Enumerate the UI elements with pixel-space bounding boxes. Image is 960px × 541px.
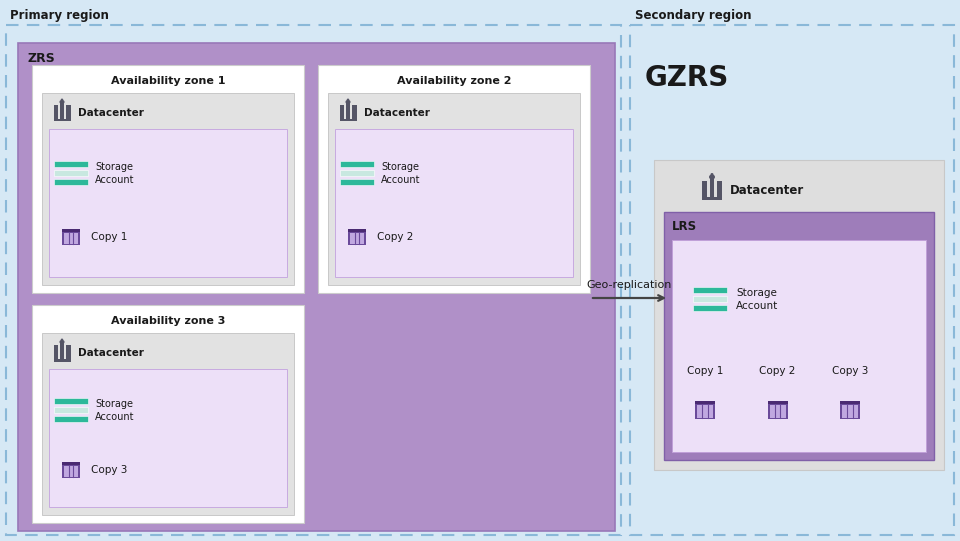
Bar bbox=[49, 129, 287, 277]
Circle shape bbox=[347, 98, 349, 101]
Bar bbox=[54, 345, 58, 359]
Ellipse shape bbox=[60, 100, 64, 104]
Bar bbox=[768, 400, 787, 419]
Text: Availability zone 2: Availability zone 2 bbox=[396, 76, 512, 86]
Bar bbox=[18, 43, 615, 531]
Bar bbox=[62, 229, 80, 232]
Ellipse shape bbox=[60, 340, 64, 344]
Bar bbox=[695, 400, 715, 419]
Text: Copy 1: Copy 1 bbox=[686, 366, 723, 377]
Bar bbox=[654, 160, 944, 470]
Ellipse shape bbox=[346, 100, 350, 104]
Circle shape bbox=[710, 173, 713, 176]
Bar bbox=[62, 229, 80, 245]
Bar bbox=[49, 369, 287, 507]
Bar bbox=[693, 287, 727, 293]
Bar bbox=[340, 161, 374, 167]
Bar bbox=[770, 405, 785, 418]
Text: Copy 1: Copy 1 bbox=[91, 232, 128, 242]
Text: Copy 2: Copy 2 bbox=[377, 232, 414, 242]
Bar bbox=[717, 181, 722, 197]
Bar bbox=[318, 65, 590, 293]
Text: Account: Account bbox=[736, 301, 779, 312]
Bar bbox=[54, 180, 88, 186]
Bar bbox=[672, 240, 926, 452]
Circle shape bbox=[60, 339, 63, 341]
Bar bbox=[42, 93, 294, 285]
Bar bbox=[6, 25, 621, 535]
Bar bbox=[340, 180, 374, 186]
Bar bbox=[54, 407, 88, 413]
Text: Copy 3: Copy 3 bbox=[91, 465, 128, 475]
Bar bbox=[54, 161, 88, 167]
Text: Datacenter: Datacenter bbox=[730, 183, 804, 196]
Bar bbox=[350, 233, 364, 244]
Bar bbox=[702, 197, 722, 200]
Bar bbox=[328, 93, 580, 285]
Bar bbox=[335, 129, 573, 277]
Bar bbox=[54, 359, 70, 361]
Bar bbox=[340, 119, 356, 122]
Bar bbox=[630, 25, 954, 535]
Text: Account: Account bbox=[381, 175, 420, 186]
Bar bbox=[842, 405, 858, 418]
Text: Datacenter: Datacenter bbox=[78, 108, 144, 118]
Bar bbox=[352, 105, 356, 119]
Bar bbox=[664, 212, 934, 460]
Bar bbox=[693, 305, 727, 312]
Bar bbox=[66, 105, 70, 119]
Bar bbox=[702, 181, 707, 197]
Bar bbox=[64, 233, 78, 244]
Bar bbox=[54, 105, 58, 119]
Bar bbox=[54, 417, 88, 423]
Bar bbox=[32, 65, 304, 293]
Text: Availability zone 1: Availability zone 1 bbox=[110, 76, 226, 86]
Bar bbox=[347, 102, 349, 119]
Bar bbox=[60, 342, 63, 359]
Bar bbox=[62, 461, 80, 465]
Bar bbox=[340, 170, 374, 176]
Text: Storage: Storage bbox=[381, 162, 419, 173]
Bar bbox=[64, 466, 78, 477]
Circle shape bbox=[60, 98, 63, 101]
Text: Datacenter: Datacenter bbox=[78, 348, 144, 358]
Bar bbox=[54, 119, 70, 122]
Bar bbox=[66, 345, 70, 359]
Text: Primary region: Primary region bbox=[10, 9, 108, 22]
Text: Account: Account bbox=[95, 175, 134, 186]
Bar bbox=[710, 177, 714, 197]
Text: Storage: Storage bbox=[736, 288, 777, 298]
Bar bbox=[42, 333, 294, 515]
Text: Account: Account bbox=[95, 412, 134, 423]
Text: Storage: Storage bbox=[95, 399, 133, 410]
Text: Geo-replication: Geo-replication bbox=[587, 280, 672, 290]
Bar bbox=[54, 398, 88, 405]
Bar bbox=[348, 229, 366, 245]
Bar bbox=[60, 102, 63, 119]
Text: ZRS: ZRS bbox=[28, 51, 56, 64]
Bar bbox=[693, 296, 727, 302]
Bar bbox=[62, 461, 80, 478]
Bar bbox=[54, 170, 88, 176]
Bar bbox=[840, 400, 860, 404]
Text: LRS: LRS bbox=[672, 221, 697, 234]
Bar bbox=[840, 400, 860, 419]
Text: Secondary region: Secondary region bbox=[635, 9, 752, 22]
Bar bbox=[348, 229, 366, 232]
Bar bbox=[32, 305, 304, 523]
Ellipse shape bbox=[709, 175, 715, 180]
Bar bbox=[697, 405, 713, 418]
Bar bbox=[340, 105, 344, 119]
Text: Copy 2: Copy 2 bbox=[759, 366, 796, 377]
Text: Datacenter: Datacenter bbox=[364, 108, 430, 118]
Text: Storage: Storage bbox=[95, 162, 133, 173]
Text: Availability zone 3: Availability zone 3 bbox=[110, 316, 226, 326]
Bar bbox=[768, 400, 787, 404]
Bar bbox=[695, 400, 715, 404]
Text: Copy 3: Copy 3 bbox=[832, 366, 869, 377]
Text: GZRS: GZRS bbox=[645, 64, 730, 92]
